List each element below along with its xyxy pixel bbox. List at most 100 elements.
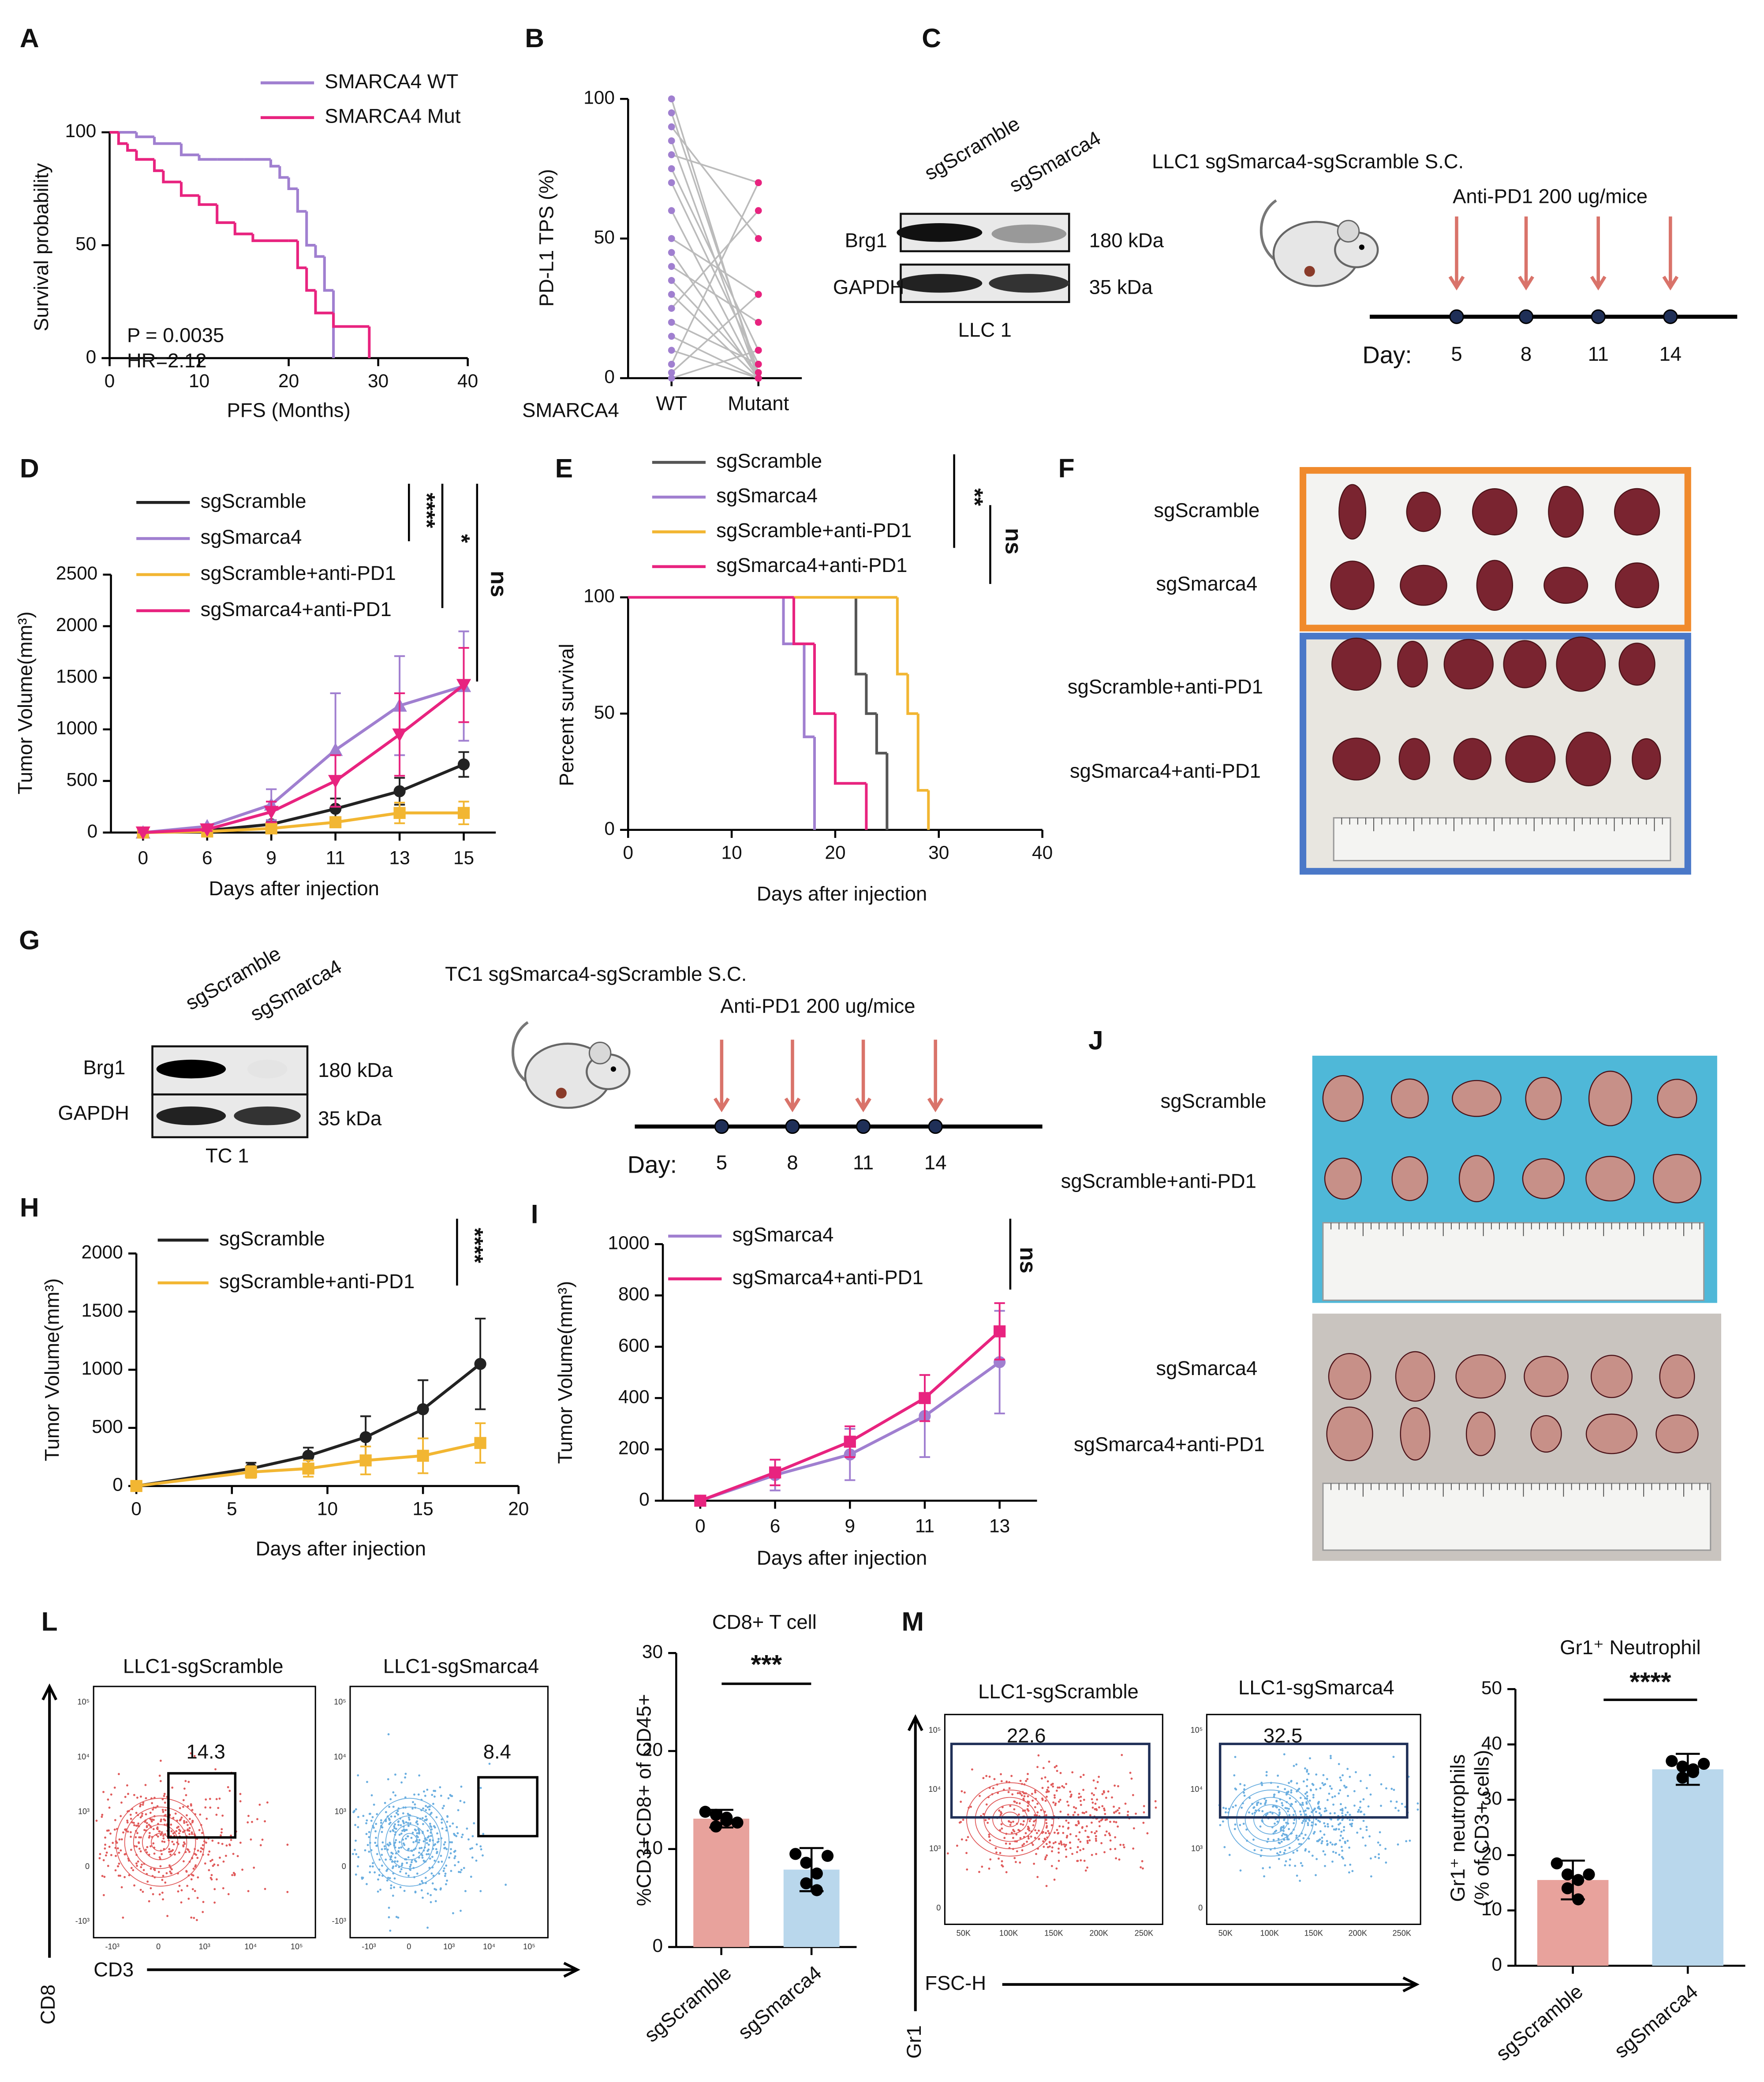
flow-event — [1020, 1823, 1022, 1825]
survival-step — [135, 132, 155, 138]
blot-column: sgSmarca4 — [1005, 127, 1105, 197]
flow-event — [416, 1823, 419, 1825]
tumor — [1390, 1078, 1429, 1119]
flow-event — [1341, 1819, 1344, 1821]
data-point — [1551, 1857, 1563, 1869]
flow-event — [157, 1835, 159, 1838]
flow-x-axis: CD3 — [93, 1958, 134, 1981]
flow-event — [164, 1802, 166, 1804]
bar — [693, 1818, 750, 1947]
flow-event — [1045, 1814, 1047, 1817]
flow-event — [1294, 1865, 1297, 1867]
flow-event — [161, 1879, 164, 1881]
flow-event — [960, 1838, 963, 1841]
flow-title: LLC1-sgSmarca4 — [1238, 1676, 1394, 1699]
flow-event — [1044, 1776, 1046, 1779]
panel-letter: A — [20, 23, 39, 53]
marker — [474, 1358, 486, 1370]
flow-event — [960, 1801, 962, 1803]
flow-event — [380, 1819, 382, 1822]
flow-tick: 0 — [85, 1862, 90, 1871]
flow-event — [130, 1849, 132, 1851]
flow-event — [407, 1856, 410, 1858]
blot-size: 180 kDa — [1089, 229, 1164, 251]
significance: ns — [1001, 528, 1026, 554]
flow-event — [999, 1852, 1002, 1854]
flow-event — [115, 1854, 117, 1857]
ruler — [1322, 1222, 1705, 1301]
flow-event — [435, 1816, 438, 1819]
flow-event — [459, 1871, 462, 1873]
blot-band — [897, 274, 983, 293]
tumor — [1503, 640, 1547, 688]
flow-title: LLC1-sgScramble — [978, 1680, 1139, 1703]
flow-tick: 0 — [407, 1942, 411, 1951]
flow-event — [101, 1875, 104, 1877]
flow-tick: 10³ — [1191, 1844, 1203, 1853]
flow-event — [1312, 1794, 1315, 1796]
flow-event — [1324, 1853, 1327, 1856]
flow-event — [113, 1787, 116, 1789]
flow-event — [1026, 1808, 1029, 1810]
flow-event — [409, 1865, 411, 1868]
flow-event — [988, 1775, 991, 1778]
flow-event — [1015, 1833, 1018, 1836]
flow-title: LLC1-sgScramble — [123, 1655, 284, 1678]
flow-event — [1397, 1809, 1400, 1812]
flow-event — [1362, 1820, 1365, 1822]
flow-event — [1325, 1809, 1328, 1812]
flow-event — [399, 1870, 402, 1873]
flow-event — [170, 1850, 173, 1853]
significance: **** — [414, 493, 440, 528]
pair-dot — [668, 235, 675, 242]
flow-event — [965, 1852, 968, 1854]
flow-event — [156, 1828, 159, 1830]
flow-event — [1050, 1865, 1053, 1867]
flow-event — [400, 1824, 402, 1827]
flow-event — [1351, 1819, 1354, 1821]
flow-event — [1099, 1825, 1101, 1828]
flow-event — [1027, 1805, 1029, 1807]
flow-event — [175, 1830, 178, 1832]
flow-event — [1280, 1840, 1283, 1843]
flow-event — [1222, 1820, 1224, 1823]
flow-event — [1318, 1812, 1321, 1814]
flow-event — [1023, 1795, 1026, 1798]
flow-event — [1065, 1783, 1068, 1785]
flow-event — [1344, 1864, 1346, 1867]
flow-event — [1109, 1839, 1112, 1842]
flow-event — [212, 1865, 214, 1867]
flow-tick: 10³ — [78, 1807, 90, 1816]
flow-event — [1338, 1823, 1340, 1826]
flow-tick: -10³ — [362, 1942, 376, 1951]
chart-title: CD8+ T cell — [712, 1611, 817, 1633]
mouse-tail — [511, 1021, 529, 1084]
flow-event — [1090, 1831, 1093, 1833]
flow-event — [368, 1850, 370, 1853]
flow-event — [1059, 1810, 1062, 1813]
flow-event — [172, 1843, 175, 1846]
flow-event — [1057, 1832, 1060, 1834]
flow-event — [384, 1848, 386, 1850]
flow-event — [412, 1841, 415, 1843]
tumor — [1465, 1411, 1496, 1456]
flow-event — [164, 1881, 167, 1884]
flow-event — [1265, 1771, 1268, 1773]
photo-label: sgSmarca4 — [1156, 1357, 1257, 1379]
flow-event — [1054, 1766, 1056, 1768]
flow-event — [1377, 1841, 1379, 1844]
flow-event — [442, 1870, 445, 1872]
flow-x-axis: FSC-H — [925, 1972, 986, 1994]
pair-dot — [668, 263, 675, 270]
gate-value: 8.4 — [483, 1741, 511, 1763]
flow-event — [417, 1793, 420, 1796]
flow-event — [1275, 1829, 1278, 1832]
flow-event — [365, 1822, 367, 1824]
flow-event — [1034, 1806, 1036, 1809]
flow-event — [1129, 1772, 1132, 1774]
data-point — [1583, 1868, 1595, 1881]
pair-line — [671, 265, 759, 323]
arrow — [927, 1039, 944, 1113]
mouse-tail — [1259, 199, 1277, 262]
marker — [328, 775, 343, 789]
